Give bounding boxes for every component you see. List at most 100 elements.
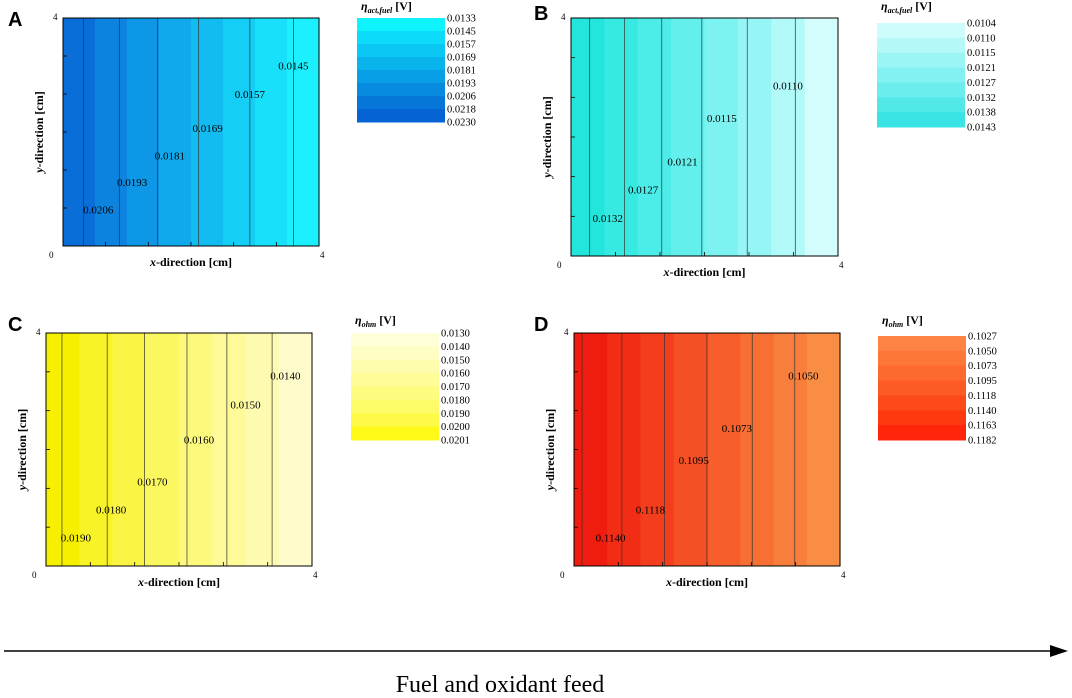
- legend-title-symbol-c: η: [355, 313, 362, 327]
- band-c-4: [179, 333, 213, 566]
- x-axis-title-rest-b: -direction [cm]: [669, 265, 745, 279]
- legend-value-d-3: 0.1095: [968, 376, 997, 387]
- legend-swatch-d-0: [878, 336, 966, 352]
- contour-label-c-0: 0.0190: [61, 533, 92, 545]
- contour-label-d-4: 0.1050: [788, 371, 819, 383]
- legend-title-sub-c: ohm: [362, 320, 377, 329]
- y-axis-title-rest-b: -direction [cm]: [540, 96, 554, 172]
- band-c-1: [79, 333, 114, 566]
- legend-title-sub-a: act,fuel: [368, 6, 393, 15]
- band-c-3: [145, 333, 180, 566]
- legend-swatch-c-1: [351, 346, 439, 361]
- legend-value-a-7: 0.0218: [447, 105, 476, 116]
- contour-label-a-4: 0.0157: [235, 89, 266, 101]
- legend-swatch-b-3: [877, 67, 965, 83]
- band-b-5: [737, 18, 772, 256]
- band-a-1: [95, 18, 128, 246]
- contour-label-c-3: 0.0160: [184, 435, 215, 447]
- legend-swatch-a-7: [357, 109, 445, 123]
- contour-label-c-2: 0.0170: [137, 477, 168, 489]
- contour-label-a-1: 0.0193: [117, 177, 148, 189]
- legend-swatch-c-3: [351, 373, 439, 387]
- x-axis-title-rest-a: -direction [cm]: [156, 255, 232, 269]
- panel-d: D 0 440.11400.11180.10950.10730.1050x-dir…: [534, 313, 997, 589]
- contour-label-d-2: 0.1095: [679, 455, 710, 467]
- tick-label-y4-d: 4: [564, 327, 569, 337]
- legend-swatch-d-4: [878, 395, 966, 411]
- band-d-7: [806, 333, 841, 566]
- tick-label-x0-a: 0: [49, 250, 54, 260]
- panel-a: A 0 4 4 0.0206 0.0193 0.0181 0.0169 0.0157 0.014…: [8, 0, 476, 269]
- legend-value-b-7: 0.0143: [967, 123, 996, 134]
- x-axis-title-rest-c: -direction [cm]: [144, 575, 220, 589]
- x-axis-title-b: x-direction [cm]: [662, 265, 745, 279]
- panel-b: B 0 440.01320.01270.01210.01150.0110x-dir…: [534, 0, 997, 279]
- legend-value-a-6: 0.0206: [447, 92, 476, 103]
- legend-value-c-0: 0.0130: [441, 329, 470, 340]
- y-axis-title-rest-d: -direction [cm]: [543, 409, 557, 485]
- legend-title-symbol-a: η: [361, 0, 368, 13]
- legend-value-c-7: 0.0200: [441, 422, 470, 433]
- legend-value-d-2: 0.1073: [968, 361, 997, 372]
- tick-label-x4-c: 4: [313, 570, 318, 580]
- y-axis-title-rest-a: -direction [cm]: [32, 91, 46, 167]
- legend-value-c-8: 0.0201: [441, 436, 470, 447]
- legend-value-c-3: 0.0160: [441, 369, 470, 380]
- legend-swatch-c-4: [351, 386, 439, 401]
- legend-title-sub-b: act,fuel: [888, 6, 913, 15]
- y-axis-title-a: y-direction [cm]: [32, 91, 46, 174]
- x-axis-title-italic-b: x: [662, 265, 669, 279]
- legend-value-b-4: 0.0127: [967, 78, 996, 89]
- contour-label-c-5: 0.0140: [270, 371, 301, 383]
- tick-label-x0-c: 0: [32, 570, 37, 580]
- panel-letter-c: C: [8, 314, 22, 336]
- legend-value-b-0: 0.0104: [967, 19, 997, 30]
- legend-title-symbol-b: η: [881, 0, 888, 13]
- legend-value-a-5: 0.0193: [447, 79, 476, 90]
- y-axis-title-italic-b: y: [540, 172, 554, 180]
- x-axis-title-italic-d: x: [665, 575, 672, 589]
- legend-title-sub-d: ohm: [889, 320, 904, 329]
- legend-value-d-4: 0.1118: [968, 391, 996, 402]
- contour-label-c-4: 0.0150: [230, 400, 261, 412]
- band-b-2: [637, 18, 672, 256]
- legend-title-c: ηohm [V]: [355, 313, 396, 329]
- panel-letter-b: B: [534, 3, 548, 25]
- y-axis-title-italic-c: y: [15, 484, 29, 492]
- band-c-2: [112, 333, 147, 566]
- legend-swatch-a-1: [357, 31, 445, 45]
- y-axis-title-italic-d: y: [543, 484, 557, 492]
- band-d-4: [707, 333, 741, 566]
- legend-title-unit-c: [V]: [379, 313, 396, 327]
- legend-swatch-c-5: [351, 399, 439, 414]
- legend-value-b-3: 0.0121: [967, 63, 996, 74]
- y-axis-title-b: y-direction [cm]: [540, 96, 554, 179]
- panel-c: C 0 4 4 0.0190 0.0180 0.0170 0.0160 0.0150 0.014…: [8, 313, 470, 589]
- legend-title-unit-b: [V]: [915, 0, 932, 13]
- legend-swatch-d-1: [878, 350, 966, 367]
- x-axis-title-rest-d: -direction [cm]: [672, 575, 748, 589]
- y-axis-title-italic-a: y: [32, 167, 46, 175]
- band-c-6: [245, 333, 280, 566]
- band-a-6: [255, 18, 288, 246]
- legend-swatch-b-0: [877, 23, 965, 39]
- legend-title-unit-d: [V]: [906, 313, 923, 327]
- tick-label-y4-a: 4: [53, 12, 58, 22]
- legend-value-a-2: 0.0157: [447, 40, 476, 51]
- legend-value-d-0: 0.1027: [968, 332, 997, 343]
- tick-label-y4-c: 4: [36, 327, 41, 337]
- legend-swatch-d-5: [878, 410, 966, 426]
- legend-swatch-c-0: [351, 333, 439, 347]
- legend-swatch-d-3: [878, 380, 966, 396]
- contour-label-a-0: 0.0206: [83, 205, 114, 217]
- tick-label-x0-d: 0: [560, 570, 565, 580]
- feed-label: Fuel and oxidant feed: [396, 672, 605, 698]
- legend-title-b: ηact,fuel [V]: [881, 0, 932, 15]
- contour-label-d-0: 0.1140: [596, 533, 626, 545]
- band-d-3: [673, 333, 708, 566]
- y-axis-title-c: y-direction [cm]: [15, 409, 29, 492]
- contour-label-a-2: 0.0181: [155, 150, 185, 162]
- contour-label-c-1: 0.0180: [96, 505, 127, 517]
- legend-swatch-a-2: [357, 44, 445, 58]
